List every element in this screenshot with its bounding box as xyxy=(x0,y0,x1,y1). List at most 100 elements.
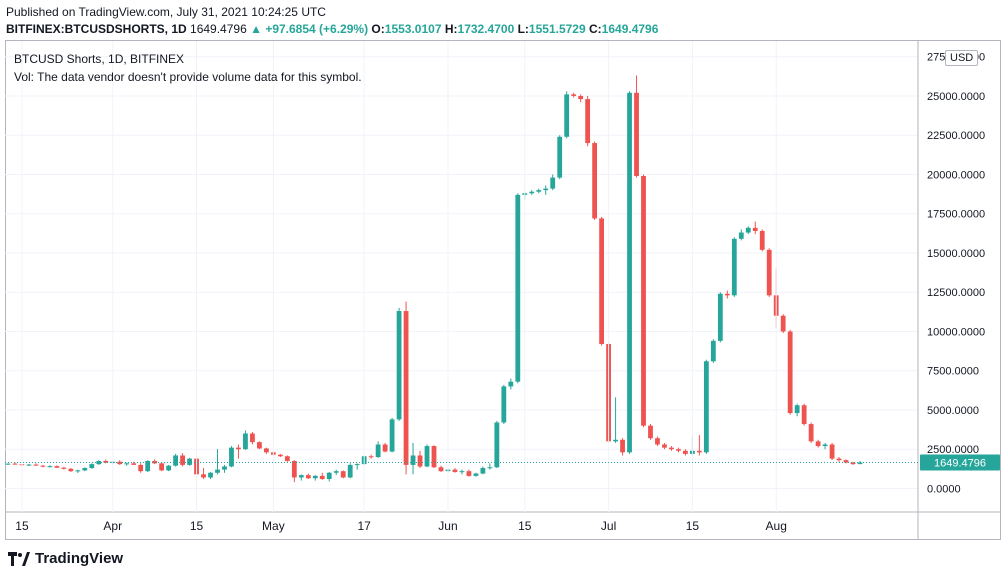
candle-up xyxy=(82,468,88,471)
high-label: H: xyxy=(444,22,458,36)
candle-up xyxy=(487,467,493,469)
candle-down xyxy=(585,99,591,144)
candle-up xyxy=(375,444,381,458)
candle-down xyxy=(655,438,660,445)
candle-up xyxy=(857,462,863,465)
candle-down xyxy=(648,425,653,439)
candle-up xyxy=(124,463,130,465)
change-value: ▲ +97.6854 (+6.29%) xyxy=(250,22,369,36)
candle-up xyxy=(396,311,402,420)
candle-up xyxy=(347,464,353,478)
candle-down xyxy=(33,464,39,466)
candle-down xyxy=(752,227,758,231)
candle-up xyxy=(822,444,828,447)
candle-up xyxy=(5,463,11,465)
candle-down xyxy=(257,442,262,449)
candle-up xyxy=(745,227,751,233)
x-tick-label: Jun xyxy=(438,519,457,533)
candle-up xyxy=(298,475,304,478)
currency-button[interactable]: USD xyxy=(945,50,979,66)
candle-down xyxy=(599,218,605,345)
candle-down xyxy=(131,463,137,465)
candle-down xyxy=(662,444,667,448)
candle-down xyxy=(68,468,74,472)
candle-down xyxy=(431,446,437,468)
candle-down xyxy=(284,456,290,461)
candle-down xyxy=(578,95,584,100)
candle-down xyxy=(340,471,346,478)
x-tick-label: 15 xyxy=(518,519,532,533)
candle-down xyxy=(382,444,388,452)
x-tick-label: 17 xyxy=(357,519,371,533)
candle-up xyxy=(173,455,179,466)
candle-down xyxy=(571,94,577,96)
candle-up xyxy=(389,419,395,452)
candle-down xyxy=(724,293,730,296)
last-price-badge-label: 1649.4796 xyxy=(934,458,986,470)
y-tick-label: 7500.0000 xyxy=(927,366,979,378)
candle-up xyxy=(312,475,318,479)
tradingview-logo[interactable]: TradingView xyxy=(8,550,123,567)
candle-up xyxy=(473,473,479,476)
brand-text: TradingView xyxy=(35,550,124,567)
published-caption: Published on TradingView.com, July 31, 2… xyxy=(6,5,326,19)
high-value: 1732.4700 xyxy=(457,22,515,36)
candle-down xyxy=(417,455,423,467)
candle-up xyxy=(424,446,430,467)
candle-up xyxy=(208,472,213,478)
candle-down xyxy=(669,447,674,450)
candle-up xyxy=(222,466,227,470)
candle-down xyxy=(676,449,681,451)
candle-down xyxy=(12,463,18,465)
y-tick-label: 22500.0000 xyxy=(927,130,985,142)
candle-down xyxy=(836,458,842,461)
candle-down xyxy=(683,450,688,454)
ohlc-header: BITFINEX:BTCUSDSHORTS, 1D 1649.4796 ▲ +9… xyxy=(6,22,658,36)
candle-down xyxy=(201,474,206,478)
candle-up xyxy=(145,460,151,472)
candle-up xyxy=(557,136,563,178)
candle-down xyxy=(159,463,165,471)
candle-down xyxy=(829,444,835,459)
y-tick-label: 12500.0000 xyxy=(927,287,985,299)
candle-down xyxy=(759,230,765,250)
x-tick-label: 15 xyxy=(686,519,700,533)
candle-up xyxy=(354,464,360,466)
y-tick-label: 15000.0000 xyxy=(927,248,985,260)
legend-volume-note: Vol: The data vendor doesn't provide vol… xyxy=(14,70,362,84)
chart-frame xyxy=(5,40,1001,540)
candle-down xyxy=(277,454,283,457)
candle-up xyxy=(89,464,95,469)
y-tick-label: 5000.0000 xyxy=(927,405,979,417)
candle-up xyxy=(543,188,549,191)
open-label: O: xyxy=(371,22,385,36)
candle-up xyxy=(536,190,542,192)
candle-down xyxy=(40,465,46,467)
candle-down xyxy=(592,143,598,219)
candle-down xyxy=(152,460,158,464)
legend-title: BTCUSD Shorts, 1D, BITFINEX xyxy=(14,52,185,66)
candle-down xyxy=(138,464,144,472)
candle-down xyxy=(236,447,241,450)
close-label: C: xyxy=(589,22,602,36)
candle-up xyxy=(75,470,81,472)
open-value: 1553.0107 xyxy=(384,22,442,36)
y-tick-label: 17500.0000 xyxy=(927,209,985,221)
y-tick-label: 2500.0000 xyxy=(927,444,979,456)
candle-down xyxy=(103,460,109,463)
candle-down xyxy=(634,92,639,177)
candle-up xyxy=(703,361,709,453)
candle-up xyxy=(794,405,800,414)
candle-up xyxy=(627,92,632,453)
candle-up xyxy=(215,469,220,473)
y-tick-label: 10000.0000 xyxy=(927,326,985,338)
candle-down xyxy=(438,467,444,472)
candle-up xyxy=(459,471,465,473)
candle-up xyxy=(529,191,535,194)
candle-up xyxy=(243,433,248,450)
candle-up xyxy=(501,386,507,423)
candle-up xyxy=(710,340,716,362)
candle-up xyxy=(717,293,723,341)
candle-down xyxy=(843,460,849,463)
